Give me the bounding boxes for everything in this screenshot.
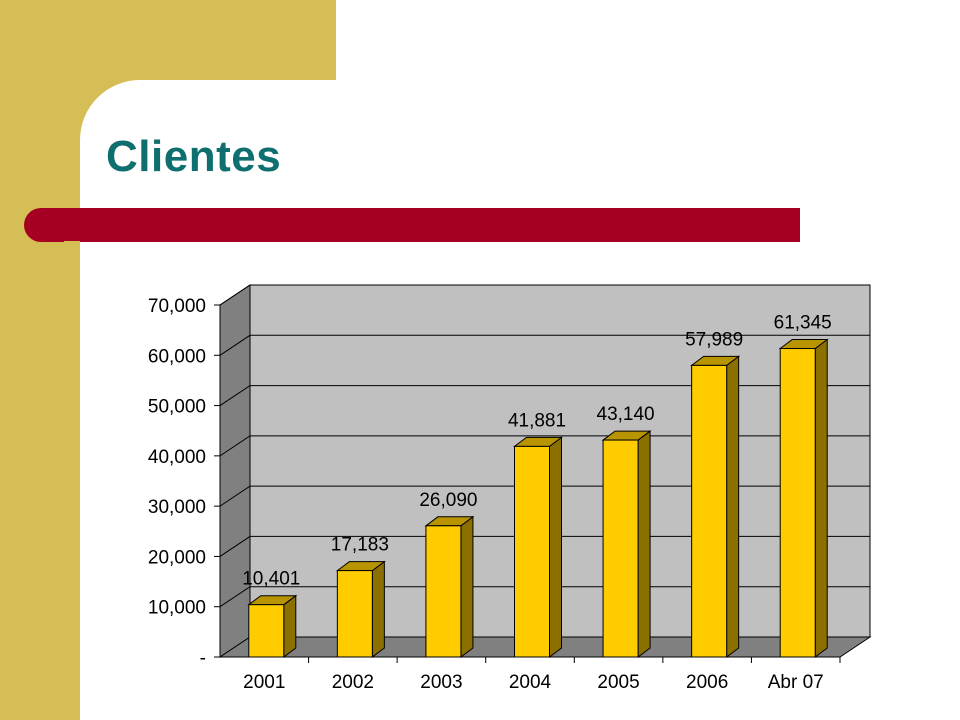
bar — [425, 525, 462, 658]
bar-side — [549, 436, 562, 658]
x-tick-label: 2001 — [243, 672, 285, 693]
bar — [336, 570, 373, 658]
title-rule-notch — [64, 241, 80, 242]
x-tick-label: 2003 — [420, 672, 462, 693]
x-tick-label: 2006 — [686, 672, 728, 693]
bars — [247, 338, 829, 658]
bar-side — [283, 594, 297, 658]
gridlines — [219, 284, 870, 608]
bar-side — [371, 560, 385, 658]
x-tick-label: 2004 — [509, 672, 552, 693]
bar — [248, 604, 285, 658]
accent-band-left — [0, 80, 80, 720]
data-label: 57,989 — [685, 329, 743, 350]
bar-side — [726, 355, 740, 658]
data-label: 10,401 — [242, 569, 300, 590]
y-tick-label: 30,000 — [148, 497, 206, 518]
labels: - 10,000 20,000 30,000 40,000 50,000 60,000 70,… — [148, 296, 832, 693]
accent-band-top — [0, 0, 336, 80]
gridline — [219, 284, 870, 306]
slide-title: Clientes — [106, 132, 282, 181]
data-label: 61,345 — [774, 313, 832, 334]
y-tick-label: 10,000 — [148, 598, 206, 619]
gridline — [219, 385, 870, 406]
y-tick-label: 50,000 — [148, 397, 206, 418]
bar — [602, 439, 639, 658]
bar-side — [637, 430, 651, 658]
gridline — [219, 485, 870, 507]
bar — [514, 445, 550, 658]
x-tick-label: 2002 — [332, 672, 374, 693]
data-label: 26,090 — [419, 490, 477, 511]
y-tick-label: 70,000 — [148, 296, 206, 317]
x-tick-label: 2005 — [597, 672, 639, 693]
gridline — [219, 435, 870, 457]
bar — [691, 364, 728, 658]
y-tick-label: 20,000 — [148, 547, 206, 568]
gridline — [219, 535, 870, 557]
y-tick-label: - — [200, 648, 206, 669]
gridline — [219, 334, 870, 356]
data-label: 17,183 — [331, 535, 389, 556]
side-wall — [219, 284, 251, 658]
title-rule — [24, 208, 800, 242]
x-tick-label: Abr 07 — [768, 672, 824, 693]
data-label: 43,140 — [597, 404, 655, 425]
bar-side — [814, 338, 828, 658]
y-tick-label: 40,000 — [148, 447, 206, 468]
y-tick-label: 60,000 — [148, 346, 206, 367]
gridline — [219, 586, 870, 608]
bar — [779, 348, 816, 658]
bar-side — [460, 515, 474, 658]
data-label: 41,881 — [508, 410, 566, 431]
